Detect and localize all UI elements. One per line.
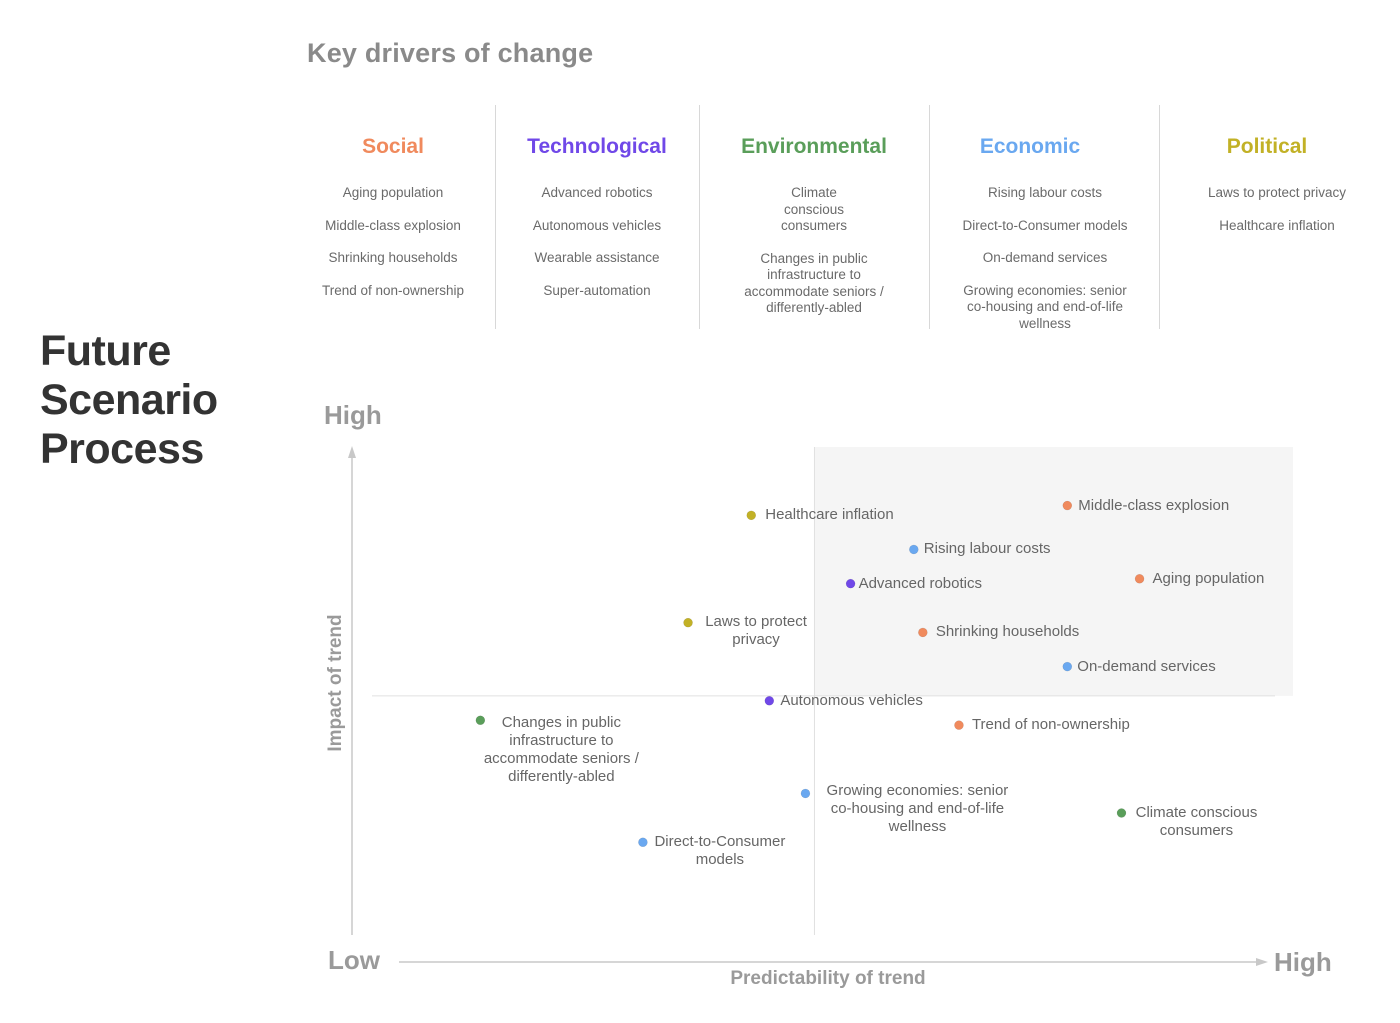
data-point-label: Healthcare inflation [765, 506, 894, 524]
column-divider [1159, 105, 1160, 329]
data-point [764, 696, 775, 706]
data-point [683, 617, 693, 628]
x-axis-arrow [1256, 958, 1268, 966]
driver-item: Healthcare inflation [1219, 217, 1335, 233]
data-point [845, 578, 856, 589]
data-point [954, 720, 964, 730]
data-point [1134, 574, 1145, 584]
data-point-label: On-demand services [1077, 657, 1216, 675]
driver-item: Rising labour costs [987, 185, 1103, 200]
driver-item: Trend of non-ownership [321, 282, 465, 298]
driver-item: Growing economies: senior co-housing and… [963, 282, 1127, 331]
driver-item: Autonomous vehicles [532, 217, 662, 233]
x-axis-high-label: High [1274, 947, 1332, 977]
page-title: Future Scenario Process [40, 327, 280, 474]
driver-item: Changes in public infrastructure to acco… [744, 250, 884, 316]
driver-item: Middle-class explosion [325, 217, 461, 233]
driver-item: Super-automation [543, 282, 651, 298]
data-point-label: Laws to protect privacy [705, 612, 807, 648]
data-point [746, 510, 757, 521]
driver-column-political: Political Laws to protect privacy Health… [1192, 135, 1362, 250]
title-line-2: Scenario [40, 376, 218, 424]
title-line-1: Future [40, 327, 171, 375]
driver-column-technological: Technological Advanced robotics Autonomo… [505, 135, 689, 315]
driver-item: Climate conscious consumers [780, 185, 848, 233]
driver-item: Wearable assistance [534, 250, 660, 265]
column-heading: Technological [527, 135, 667, 158]
data-point-label: Rising labour costs [923, 540, 1051, 558]
driver-item: Advanced robotics [541, 185, 653, 200]
data-point-label: Aging population [1152, 569, 1265, 587]
data-point-label: Climate conscious consumers [1135, 804, 1258, 839]
y-axis-high-label: High [324, 400, 382, 430]
column-heading: Environmental [741, 135, 887, 158]
data-point [475, 715, 486, 726]
column-heading: Economic [979, 135, 1081, 158]
data-point [918, 627, 928, 638]
data-point-label: Changes in public infrastructure to acco… [483, 714, 639, 786]
data-point-label: Trend of non-ownership [971, 716, 1130, 734]
data-point [800, 788, 811, 799]
driver-item: Laws to protect privacy [1207, 185, 1347, 200]
driver-item: On-demand services [982, 250, 1108, 265]
data-point-label: Growing economies: senior co-housing and… [826, 782, 1009, 836]
driver-item: Shrinking households [328, 250, 458, 265]
x-axis-low-label: Low [328, 945, 380, 975]
driver-column-economic: Economic Rising labour costs Direct-to-C… [952, 135, 1138, 348]
x-axis-title: Predictability of trend [730, 968, 926, 989]
data-point [1116, 808, 1127, 818]
data-point [1062, 661, 1073, 672]
driver-column-social: Social Aging population Middle-class exp… [307, 135, 479, 315]
driver-item: Direct-to-Consumer models [962, 217, 1128, 233]
column-divider [699, 105, 700, 329]
title-line-3: Process [40, 425, 204, 473]
column-heading: Political [1226, 135, 1308, 158]
driver-item: Aging population [342, 185, 444, 200]
data-point-label: Advanced robotics [858, 574, 982, 592]
data-point-label: Shrinking households [935, 623, 1080, 641]
data-point-label: Direct-to-Consumer models [654, 833, 786, 869]
highlighted-quadrant [814, 447, 1293, 696]
drivers-heading: Key drivers of change [307, 38, 594, 68]
data-point [638, 837, 648, 848]
column-heading: Social [362, 135, 424, 158]
column-divider [495, 105, 496, 329]
column-divider [929, 105, 930, 329]
driver-column-environmental: Environmental Climate conscious consumer… [730, 135, 898, 333]
data-point [1062, 500, 1073, 511]
data-point-label: Autonomous vehicles [780, 691, 923, 709]
data-point-label: Middle-class explosion [1078, 496, 1230, 514]
y-axis-arrow [348, 446, 356, 458]
data-point [909, 544, 919, 555]
